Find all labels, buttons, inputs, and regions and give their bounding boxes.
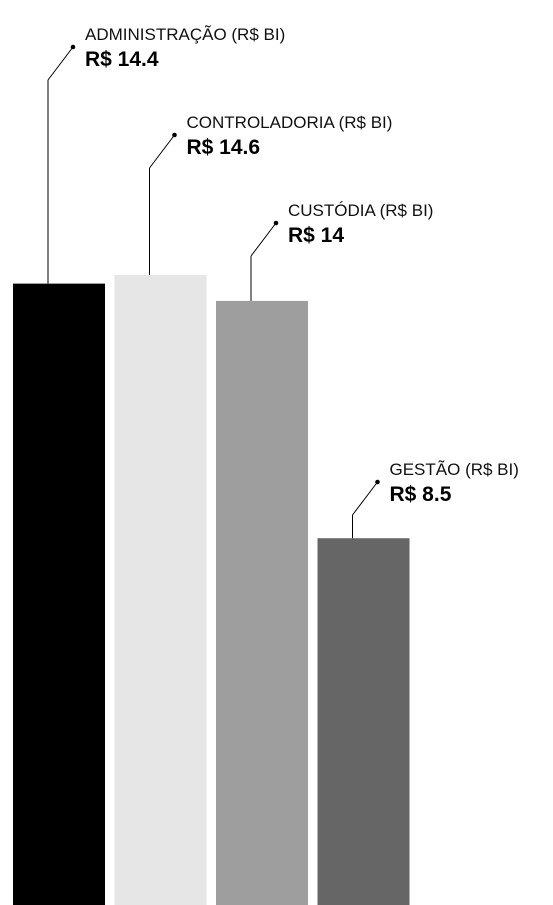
leader-diagonal-gestao — [352, 481, 378, 516]
leader-dot-controladoria — [172, 132, 177, 138]
value-label-custodia: R$ 14 — [288, 224, 344, 247]
leader-diagonal-controladoria — [149, 134, 175, 169]
category-label-custodia: CUSTÓDIA (R$ BI) — [288, 201, 433, 220]
category-label-administracao: ADMINISTRAÇÃO (R$ BI) — [85, 25, 285, 44]
leader-dot-administracao — [70, 44, 76, 50]
category-label-controladoria: CONTROLADORIA (R$ BI) — [187, 113, 393, 132]
value-label-administracao: R$ 14.4 — [85, 48, 159, 71]
leader-diagonal-administracao — [47, 46, 74, 81]
callouts-group: ADMINISTRAÇÃO (R$ BI) R$ 14.4 CONTROLADORI… — [47, 25, 519, 539]
value-label-gestao: R$ 8.5 — [390, 483, 452, 506]
leader-dot-custodia — [273, 220, 279, 226]
leader-dot-gestao — [375, 479, 380, 485]
bar-controladoria — [114, 275, 207, 905]
leader-diagonal-custodia — [250, 222, 277, 257]
bar-administracao — [13, 283, 105, 905]
bars-group — [13, 275, 410, 905]
bar-custodia — [216, 300, 308, 905]
category-label-gestao: GESTÃO (R$ BI) — [390, 460, 519, 479]
value-label-controladoria: R$ 14.6 — [187, 136, 261, 159]
bar-gestao — [317, 538, 410, 905]
